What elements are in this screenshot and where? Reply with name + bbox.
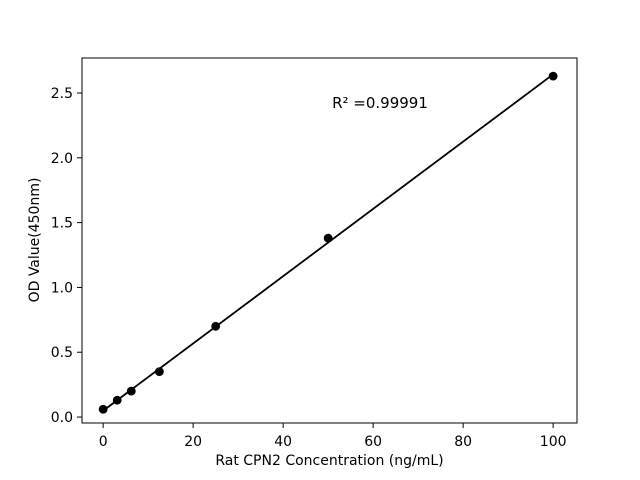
x-tick-label: 0 [99,434,108,450]
data-point [155,367,164,377]
x-tick-label: 40 [274,434,292,450]
y-tick-label: 2.0 [51,151,73,167]
data-point [323,233,333,243]
y-tick-label: 1.5 [51,216,73,232]
y-tick-label: 2.5 [51,86,73,102]
data-point [548,71,558,81]
x-tick-label: 20 [184,434,202,450]
y-tick-label: 1.0 [51,280,73,296]
x-tick-label: 100 [540,434,567,450]
data-point [112,395,122,405]
r-squared-annotation: R² =0.99991 [332,94,428,112]
data-point [98,404,108,414]
y-axis-label: OD Value(450nm) [27,177,43,303]
data-point [126,386,136,396]
x-axis-label: Rat CPN2 Concentration (ng/mL) [215,453,444,469]
x-tick-label: 60 [364,434,382,450]
data-point [211,321,221,331]
y-tick-label: 0.5 [51,345,73,361]
x-tick-label: 80 [454,434,472,450]
y-tick-label: 0.0 [51,410,73,426]
